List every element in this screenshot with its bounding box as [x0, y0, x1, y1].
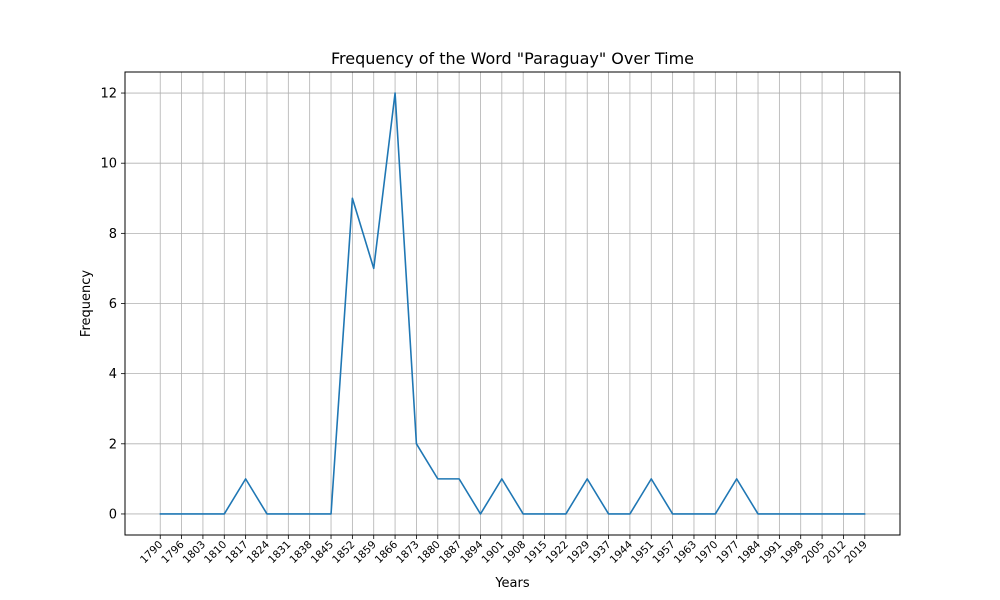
chart-title: Frequency of the Word "Paraguay" Over Ti…	[331, 49, 694, 68]
y-tick-label: 8	[109, 227, 117, 242]
series-line	[159, 92, 866, 515]
y-tick-label: 0	[109, 507, 117, 522]
grid-layer	[125, 72, 900, 535]
x-axis-label: Years	[494, 576, 530, 591]
y-tick-label: 4	[109, 367, 117, 382]
y-tick-label: 12	[100, 87, 117, 102]
y-tick-label: 2	[109, 437, 117, 452]
y-tick-label: 10	[100, 157, 117, 172]
series-layer	[159, 92, 866, 515]
plot-area-frame	[124, 71, 901, 536]
y-axis-label: Frequency	[79, 270, 94, 337]
y-tick-label: 6	[109, 297, 117, 312]
